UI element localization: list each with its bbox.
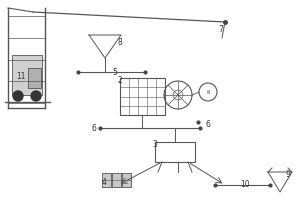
Circle shape — [13, 91, 23, 101]
Bar — [155, 142, 195, 162]
Bar — [28, 68, 41, 88]
Text: 3: 3 — [152, 140, 157, 149]
Bar — [112, 173, 121, 187]
Text: 6: 6 — [92, 124, 97, 133]
Bar — [102, 173, 111, 187]
Text: 6: 6 — [205, 120, 210, 129]
Circle shape — [31, 91, 41, 101]
Text: 5: 5 — [112, 68, 117, 77]
Text: 11: 11 — [16, 72, 26, 81]
Text: 2: 2 — [118, 76, 123, 85]
Text: 7: 7 — [218, 25, 223, 34]
Text: Ⅱ: Ⅱ — [206, 90, 210, 95]
Bar — [122, 173, 131, 187]
Bar — [12, 55, 42, 95]
Text: 4: 4 — [102, 178, 107, 187]
Bar — [120, 78, 165, 115]
Text: 8: 8 — [118, 38, 123, 47]
Text: 9: 9 — [285, 170, 290, 179]
Text: 10: 10 — [240, 180, 250, 189]
